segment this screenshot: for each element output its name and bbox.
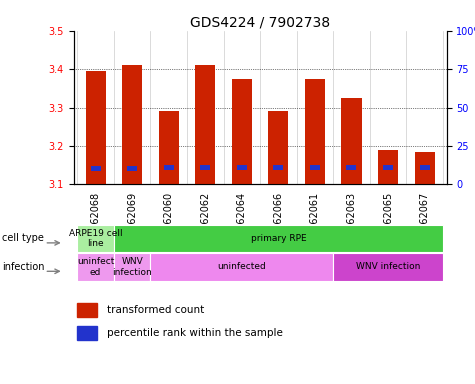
Bar — [91, 166, 101, 171]
Text: WNV infection: WNV infection — [356, 262, 420, 271]
Text: transformed count: transformed count — [107, 305, 204, 314]
Bar — [151, 253, 333, 281]
Text: ARPE19 cell
line: ARPE19 cell line — [69, 229, 123, 248]
Bar — [122, 65, 142, 184]
Bar — [77, 326, 97, 339]
Text: uninfected: uninfected — [218, 262, 266, 271]
Text: primary RPE: primary RPE — [250, 234, 306, 243]
Bar — [419, 165, 429, 170]
Text: percentile rank within the sample: percentile rank within the sample — [107, 328, 283, 338]
Bar — [200, 165, 210, 170]
Text: uninfect
ed: uninfect ed — [77, 257, 114, 276]
Bar — [342, 98, 361, 184]
Bar — [415, 152, 435, 184]
Text: infection: infection — [2, 262, 45, 272]
Bar — [268, 111, 288, 184]
Bar — [77, 225, 114, 252]
Bar — [305, 79, 325, 184]
Bar — [127, 166, 137, 171]
Text: cell type: cell type — [2, 233, 44, 243]
Bar — [114, 253, 151, 281]
Bar — [159, 111, 179, 184]
Title: GDS4224 / 7902738: GDS4224 / 7902738 — [190, 16, 330, 30]
Bar — [346, 165, 356, 170]
Bar — [232, 79, 252, 184]
Bar — [114, 225, 443, 252]
Text: WNV
infection: WNV infection — [112, 257, 152, 276]
Bar — [195, 65, 215, 184]
Bar — [86, 71, 105, 184]
Bar — [310, 165, 320, 170]
Bar — [383, 165, 393, 170]
Bar — [237, 165, 247, 170]
Bar — [378, 150, 398, 184]
Bar — [164, 165, 174, 170]
Bar — [333, 253, 443, 281]
Bar — [77, 303, 97, 317]
Bar — [77, 253, 114, 281]
Bar — [273, 165, 284, 170]
